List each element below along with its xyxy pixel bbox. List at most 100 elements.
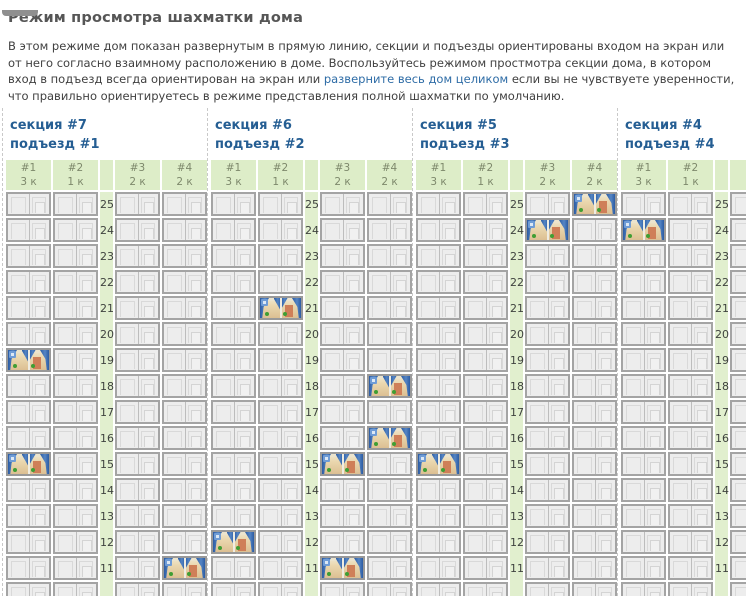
apartment-cell[interactable] [211,426,256,450]
apartment-cell[interactable] [211,556,256,580]
apartment-cell[interactable] [668,452,713,476]
apartment-cell[interactable] [463,192,508,216]
apartment-cell[interactable] [115,556,160,580]
apartment-cell[interactable] [668,556,713,580]
apartment-cell[interactable] [258,478,303,502]
apartment-cell[interactable] [525,244,570,268]
apartment-cell[interactable] [53,244,98,268]
apartment-cell[interactable] [572,296,617,320]
apartment-cell[interactable] [572,504,617,528]
apartment-cell[interactable] [525,270,570,294]
apartment-cell[interactable] [416,530,461,554]
apartment-cell[interactable] [525,452,570,476]
apartment-cell[interactable] [211,270,256,294]
apartment-cell[interactable] [367,322,412,346]
apartment-cell[interactable] [211,478,256,502]
apartment-cell[interactable] [572,270,617,294]
apartment-cell[interactable] [162,374,207,398]
apartment-cell[interactable] [115,426,160,450]
apartment-cell[interactable] [525,530,570,554]
apartment-cell[interactable] [258,270,303,294]
apartment-cell[interactable] [416,218,461,242]
apartment-cell[interactable] [367,504,412,528]
apartment-cell[interactable] [211,504,256,528]
apartment-cell[interactable] [525,296,570,320]
apartment-cell[interactable] [668,270,713,294]
apartment-cell[interactable] [162,348,207,372]
apartment-cell[interactable] [211,218,256,242]
apartment-cell[interactable] [463,374,508,398]
apartment-cell[interactable] [621,348,666,372]
apartment-cell[interactable] [367,192,412,216]
apartment-cell[interactable] [211,400,256,424]
apartment-cell[interactable] [668,426,713,450]
apartment-cell[interactable] [53,270,98,294]
apartment-cell[interactable] [162,400,207,424]
apartment-cell[interactable] [416,556,461,580]
apartment-cell[interactable] [621,582,666,596]
apartment-cell[interactable] [367,270,412,294]
apartment-cell[interactable] [258,426,303,450]
apartment-cell[interactable] [258,348,303,372]
apartment-cell[interactable] [162,426,207,450]
apartment-cell[interactable] [730,504,746,528]
apartment-cell[interactable] [211,322,256,346]
apartment-cell[interactable] [53,374,98,398]
apartment-cell[interactable] [6,556,51,580]
apartment-cell[interactable] [115,400,160,424]
apartment-cell[interactable] [668,478,713,502]
apartment-cell[interactable] [730,556,746,580]
apartment-cell[interactable] [416,478,461,502]
apartment-cell[interactable] [115,582,160,596]
apartment-cell[interactable] [162,504,207,528]
apartment-cell[interactable] [463,218,508,242]
apartment-cell[interactable] [115,452,160,476]
apartment-cell-occupied[interactable] [525,218,570,242]
apartment-cell-occupied[interactable] [6,348,51,372]
apartment-cell[interactable] [53,348,98,372]
apartment-cell[interactable] [258,452,303,476]
apartment-cell[interactable] [53,192,98,216]
apartment-cell[interactable] [367,244,412,268]
apartment-cell[interactable] [6,504,51,528]
apartment-cell[interactable] [367,296,412,320]
apartment-cell[interactable] [621,244,666,268]
apartment-cell[interactable] [621,426,666,450]
apartment-cell[interactable] [416,582,461,596]
apartment-cell[interactable] [730,426,746,450]
apartment-cell[interactable] [320,192,365,216]
apartment-cell[interactable] [572,530,617,554]
apartment-cell[interactable] [258,374,303,398]
apartment-cell[interactable] [320,582,365,596]
apartment-cell[interactable] [525,556,570,580]
apartment-cell[interactable] [162,270,207,294]
apartment-cell[interactable] [572,400,617,424]
apartment-cell[interactable] [367,218,412,242]
apartment-cell-occupied[interactable] [211,530,256,554]
apartment-cell[interactable] [463,452,508,476]
apartment-cell[interactable] [416,322,461,346]
apartment-cell[interactable] [463,400,508,424]
apartment-cell[interactable] [621,530,666,554]
apartment-cell[interactable] [320,374,365,398]
apartment-cell[interactable] [115,504,160,528]
apartment-cell[interactable] [53,296,98,320]
apartment-cell[interactable] [211,374,256,398]
apartment-cell[interactable] [621,296,666,320]
apartment-cell[interactable] [53,504,98,528]
apartment-cell[interactable] [621,556,666,580]
apartment-cell[interactable] [162,452,207,476]
apartment-cell[interactable] [730,322,746,346]
apartment-cell-occupied[interactable] [6,452,51,476]
apartment-cell[interactable] [6,374,51,398]
expand-house-link[interactable]: разверните весь дом целиком [323,72,509,86]
apartment-cell[interactable] [668,322,713,346]
apartment-cell[interactable] [621,478,666,502]
apartment-cell[interactable] [730,192,746,216]
apartment-cell[interactable] [320,400,365,424]
apartment-cell[interactable] [621,270,666,294]
apartment-cell[interactable] [416,348,461,372]
apartment-cell-occupied[interactable] [320,452,365,476]
apartment-cell[interactable] [211,296,256,320]
apartment-cell[interactable] [525,322,570,346]
